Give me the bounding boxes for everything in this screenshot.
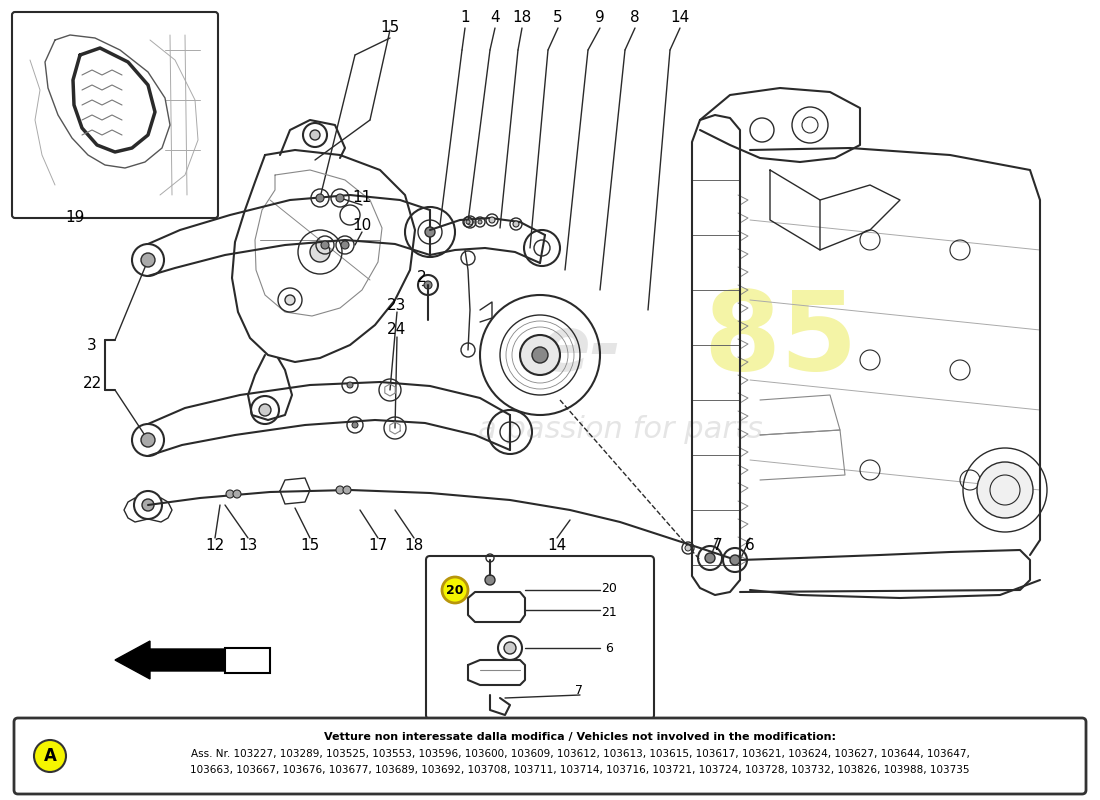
Circle shape <box>513 221 519 227</box>
Text: e-: e- <box>538 313 621 387</box>
Circle shape <box>233 490 241 498</box>
Text: 14: 14 <box>670 10 690 26</box>
Circle shape <box>466 220 470 224</box>
Text: 85: 85 <box>703 286 857 394</box>
Circle shape <box>141 433 155 447</box>
Bar <box>226 648 270 673</box>
FancyArrow shape <box>116 641 226 679</box>
Text: 18: 18 <box>405 538 424 553</box>
Text: 21: 21 <box>601 606 617 619</box>
Circle shape <box>442 577 468 603</box>
Text: 18: 18 <box>513 10 531 26</box>
Circle shape <box>730 555 740 565</box>
Circle shape <box>705 553 715 563</box>
FancyBboxPatch shape <box>426 556 654 719</box>
Text: 7: 7 <box>575 683 583 697</box>
Circle shape <box>685 545 691 551</box>
Circle shape <box>425 227 435 237</box>
Circle shape <box>258 404 271 416</box>
Text: 6: 6 <box>605 642 613 654</box>
Text: 1: 1 <box>460 10 470 26</box>
Circle shape <box>142 499 154 511</box>
Text: 5: 5 <box>553 10 563 26</box>
Circle shape <box>321 241 329 249</box>
Text: 9: 9 <box>595 10 605 26</box>
Circle shape <box>226 490 234 498</box>
Circle shape <box>520 335 560 375</box>
Circle shape <box>336 486 344 494</box>
Text: Ass. Nr. 103227, 103289, 103525, 103553, 103596, 103600, 103609, 103612, 103613,: Ass. Nr. 103227, 103289, 103525, 103553,… <box>190 749 969 759</box>
Circle shape <box>336 194 344 202</box>
Circle shape <box>977 462 1033 518</box>
Text: 2: 2 <box>417 270 427 286</box>
Text: 10: 10 <box>352 218 372 233</box>
Text: 20: 20 <box>447 583 464 597</box>
Text: 15: 15 <box>300 538 320 553</box>
Text: Vetture non interessate dalla modifica / Vehicles not involved in the modificati: Vetture non interessate dalla modifica /… <box>324 732 836 742</box>
Text: 24: 24 <box>387 322 407 338</box>
Circle shape <box>343 486 351 494</box>
Circle shape <box>424 281 432 289</box>
Circle shape <box>285 295 295 305</box>
Text: 6: 6 <box>745 538 755 553</box>
Text: 12: 12 <box>206 538 224 553</box>
Text: 7: 7 <box>713 538 723 553</box>
Text: 15: 15 <box>381 21 399 35</box>
Circle shape <box>34 740 66 772</box>
Text: 19: 19 <box>65 210 85 226</box>
Text: a passion for parts: a passion for parts <box>477 415 762 445</box>
Circle shape <box>141 253 155 267</box>
Text: 22: 22 <box>82 375 101 390</box>
Text: 17: 17 <box>368 538 387 553</box>
FancyBboxPatch shape <box>12 12 218 218</box>
Circle shape <box>490 217 495 223</box>
Text: 3: 3 <box>87 338 97 353</box>
Circle shape <box>341 241 349 249</box>
Text: 4: 4 <box>491 10 499 26</box>
Circle shape <box>478 220 482 224</box>
Text: 8: 8 <box>630 10 640 26</box>
FancyBboxPatch shape <box>14 718 1086 794</box>
Text: 13: 13 <box>239 538 257 553</box>
Circle shape <box>532 347 548 363</box>
Text: 11: 11 <box>352 190 372 206</box>
Text: 20: 20 <box>601 582 617 594</box>
Circle shape <box>468 219 473 225</box>
Text: 14: 14 <box>548 538 566 553</box>
Circle shape <box>316 194 324 202</box>
Circle shape <box>504 642 516 654</box>
Text: 23: 23 <box>387 298 407 313</box>
Circle shape <box>346 382 353 388</box>
Circle shape <box>485 575 495 585</box>
Circle shape <box>352 422 358 428</box>
Circle shape <box>310 242 330 262</box>
Text: 103663, 103667, 103676, 103677, 103689, 103692, 103708, 103711, 103714, 103716, : 103663, 103667, 103676, 103677, 103689, … <box>190 765 970 775</box>
Text: A: A <box>44 747 56 765</box>
Circle shape <box>310 130 320 140</box>
